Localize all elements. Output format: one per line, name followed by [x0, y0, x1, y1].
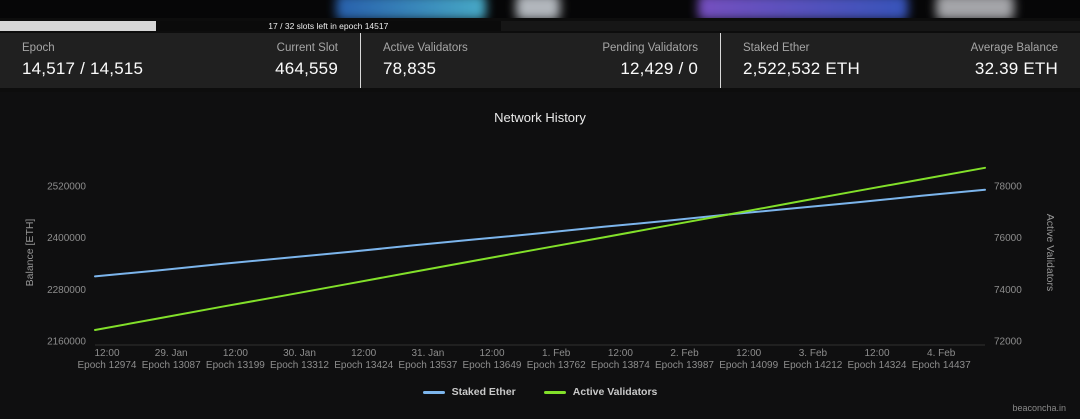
banner-gradient-blue — [336, 0, 486, 18]
svg-text:Epoch 13762: Epoch 13762 — [527, 360, 586, 371]
stat-pending-validators-label: Pending Validators — [602, 42, 698, 54]
stat-pending-validators-value: 12,429 / 0 — [620, 59, 698, 78]
svg-text:Epoch 12974: Epoch 12974 — [78, 360, 137, 371]
epoch-progress: 17 / 32 slots left in epoch 14517 — [0, 21, 1080, 31]
stat-active-validators-value: 78,835 — [383, 59, 437, 78]
svg-text:30. Jan: 30. Jan — [283, 348, 316, 359]
banner-gradient-purple — [698, 0, 908, 18]
staked-ether-legend-label: Staked Ether — [451, 386, 516, 398]
chart-legend: Staked Ether Active Validators — [0, 386, 1080, 398]
epoch-progress-track — [0, 21, 1080, 31]
svg-text:72000: 72000 — [994, 337, 1022, 348]
network-stats-bar: Epoch 14,517 / 14,515 Current Slot 464,5… — [0, 33, 1080, 88]
svg-text:Epoch 14212: Epoch 14212 — [783, 360, 842, 371]
svg-text:12:00: 12:00 — [94, 348, 119, 359]
source-link[interactable]: beaconcha.in — [1012, 403, 1066, 413]
banner-gradient-gray — [936, 0, 1014, 18]
stat-staked-ether-label: Staked Ether — [743, 42, 810, 54]
svg-text:Epoch 13424: Epoch 13424 — [334, 360, 393, 371]
svg-text:2520000: 2520000 — [47, 181, 86, 192]
stat-group-epoch-slot: Epoch 14,517 / 14,515 Current Slot 464,5… — [0, 33, 360, 88]
svg-text:Epoch 13649: Epoch 13649 — [463, 360, 522, 371]
svg-text:Epoch 14437: Epoch 14437 — [912, 360, 971, 371]
svg-text:12:00: 12:00 — [479, 348, 504, 359]
svg-text:Epoch 13199: Epoch 13199 — [206, 360, 265, 371]
stat-epoch: Epoch 14,517 / 14,515 — [22, 42, 143, 88]
epoch-progress-label: 17 / 32 slots left in epoch 14517 — [155, 21, 502, 31]
svg-text:3. Feb: 3. Feb — [799, 348, 828, 359]
svg-text:Epoch 13874: Epoch 13874 — [591, 360, 650, 371]
stat-pending-validators: Pending Validators 12,429 / 0 — [602, 42, 698, 88]
svg-text:12:00: 12:00 — [223, 348, 248, 359]
stat-active-validators-label: Active Validators — [383, 42, 468, 54]
svg-text:Active Validators: Active Validators — [1044, 214, 1056, 291]
stat-current-slot-label: Current Slot — [276, 42, 338, 54]
svg-text:74000: 74000 — [994, 285, 1022, 296]
svg-text:12:00: 12:00 — [351, 348, 376, 359]
svg-text:12:00: 12:00 — [864, 348, 889, 359]
svg-text:Epoch 14099: Epoch 14099 — [719, 360, 778, 371]
svg-text:76000: 76000 — [994, 233, 1022, 244]
stat-group-validators: Active Validators 78,835 Pending Validat… — [360, 33, 720, 88]
stat-epoch-label: Epoch — [22, 42, 55, 54]
svg-text:2280000: 2280000 — [47, 285, 86, 296]
svg-text:12:00: 12:00 — [736, 348, 761, 359]
svg-text:Epoch 13987: Epoch 13987 — [655, 360, 714, 371]
svg-text:78000: 78000 — [994, 181, 1022, 192]
banner-gradient-white — [516, 0, 560, 18]
svg-text:Epoch 13087: Epoch 13087 — [142, 360, 201, 371]
svg-text:Balance [ETH]: Balance [ETH] — [24, 219, 36, 287]
svg-text:31. Jan: 31. Jan — [411, 348, 444, 359]
stat-group-ether: Staked Ether 2,522,532 ETH Average Balan… — [720, 33, 1080, 88]
svg-text:Epoch 14324: Epoch 14324 — [848, 360, 907, 371]
stat-average-balance-label: Average Balance — [970, 42, 1058, 54]
svg-text:2. Feb: 2. Feb — [670, 348, 699, 359]
stat-average-balance-value: 32.39 ETH — [974, 59, 1058, 78]
stat-epoch-value: 14,517 / 14,515 — [22, 59, 144, 78]
network-history-chart: 2160000 2280000 2400000 2520000 72000 74000 76… — [24, 166, 1056, 371]
legend-item-staked-ether[interactable]: Staked Ether — [422, 386, 516, 398]
svg-text:2160000: 2160000 — [47, 337, 86, 348]
svg-text:1. Feb: 1. Feb — [542, 348, 571, 359]
stat-staked-ether: Staked Ether 2,522,532 ETH — [743, 42, 860, 88]
chart-title: Network History — [494, 110, 586, 125]
svg-text:29. Jan: 29. Jan — [155, 348, 188, 359]
network-history-card: Network History 2160000 2280000 2400000 252… — [0, 92, 1080, 419]
svg-text:4. Feb: 4. Feb — [927, 348, 956, 359]
stat-active-validators: Active Validators 78,835 — [383, 42, 468, 88]
stat-current-slot: Current Slot 464,559 — [275, 42, 338, 88]
svg-text:12:00: 12:00 — [608, 348, 633, 359]
top-banner-strip — [0, 0, 1080, 18]
active-validators-legend-swatch — [543, 390, 566, 394]
legend-item-active-validators[interactable]: Active Validators — [543, 386, 658, 398]
svg-text:Epoch 13537: Epoch 13537 — [398, 360, 457, 371]
active-validators-legend-label: Active Validators — [572, 386, 658, 398]
stat-current-slot-value: 464,559 — [275, 59, 338, 78]
staked-ether-legend-swatch — [422, 390, 445, 394]
svg-text:2400000: 2400000 — [47, 233, 86, 244]
stat-average-balance: Average Balance 32.39 ETH — [971, 42, 1058, 88]
svg-text:Epoch 13312: Epoch 13312 — [270, 360, 329, 371]
stat-staked-ether-value: 2,522,532 ETH — [743, 59, 860, 78]
